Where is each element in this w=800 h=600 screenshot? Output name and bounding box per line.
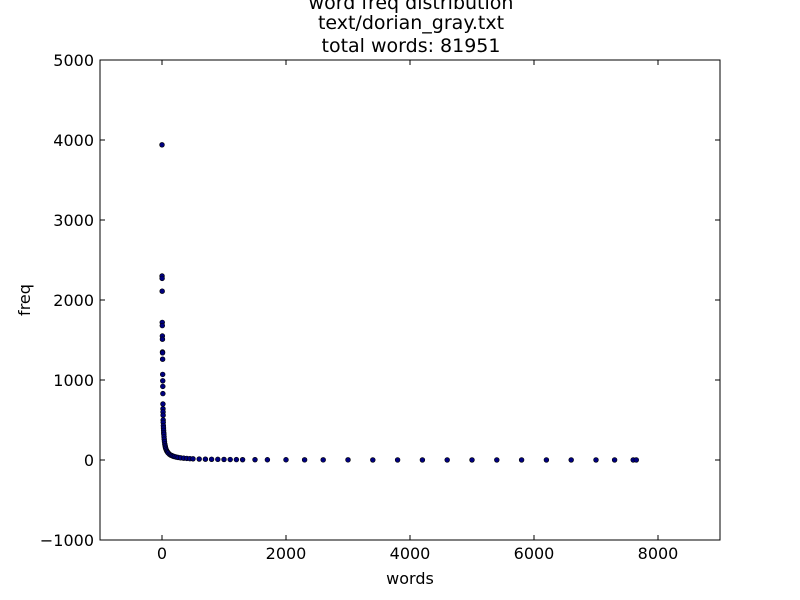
data-point	[159, 142, 165, 148]
x-axis-label: words	[386, 569, 434, 588]
data-point	[159, 322, 166, 329]
data-point	[444, 457, 450, 463]
data-point	[208, 456, 215, 462]
x-tick-label: 4000	[390, 544, 431, 563]
data-point	[159, 356, 166, 362]
data-point	[419, 457, 426, 463]
data-point	[160, 378, 166, 384]
data-point	[160, 401, 166, 407]
data-point	[283, 457, 289, 463]
data-point	[611, 457, 618, 463]
data-point	[543, 457, 550, 463]
plot-frame	[99, 59, 721, 541]
data-point	[190, 456, 196, 462]
data-point	[160, 390, 166, 397]
y-axis-label: freq	[15, 284, 34, 316]
x-tick-label: 8000	[638, 544, 679, 563]
data-point	[196, 456, 202, 462]
y-tick-label: 5000	[53, 51, 94, 70]
data-point	[394, 457, 401, 463]
data-point	[160, 383, 166, 390]
data-point	[264, 457, 271, 463]
data-point	[159, 275, 165, 282]
x-tick-label: 6000	[514, 544, 555, 563]
data-point	[252, 456, 258, 463]
data-point	[159, 371, 166, 378]
data-point	[239, 456, 246, 463]
data-point	[159, 350, 166, 356]
data-point	[227, 456, 233, 463]
x-tick-label: 0	[157, 544, 167, 563]
y-tick-label: 2000	[53, 291, 94, 310]
data-point	[221, 456, 227, 463]
y-tick-label: 3000	[53, 211, 94, 230]
data-point	[568, 457, 574, 463]
data-point	[370, 457, 376, 463]
data-point	[593, 457, 599, 463]
data-point	[215, 456, 221, 463]
data-point	[301, 457, 308, 463]
scatter-points	[159, 142, 639, 463]
x-tick-label: 2000	[266, 544, 307, 563]
chart-title-line-1: word freq distribution	[309, 0, 514, 14]
data-point	[202, 456, 209, 462]
data-point	[160, 412, 166, 418]
y-tick-label: 1000	[53, 371, 94, 390]
y-tick-label: 4000	[53, 131, 94, 150]
data-point	[469, 457, 475, 463]
data-point	[320, 457, 326, 463]
data-point	[233, 456, 240, 463]
data-point	[159, 288, 165, 294]
chart-title-line-3: total words: 81951	[322, 35, 501, 57]
data-point	[494, 457, 500, 463]
data-point	[345, 457, 351, 463]
data-point	[159, 336, 166, 342]
axis-ticks: 0 2000 4000 6000 8000 −1000 0 1000 2000 3000 4000 5…	[40, 51, 720, 563]
data-point	[518, 457, 525, 463]
chart-title-line-2: text/dorian_gray.txt	[318, 12, 504, 34]
y-tick-label: 0	[84, 451, 94, 470]
data-point	[633, 457, 639, 463]
y-tick-label: −1000	[40, 531, 94, 550]
